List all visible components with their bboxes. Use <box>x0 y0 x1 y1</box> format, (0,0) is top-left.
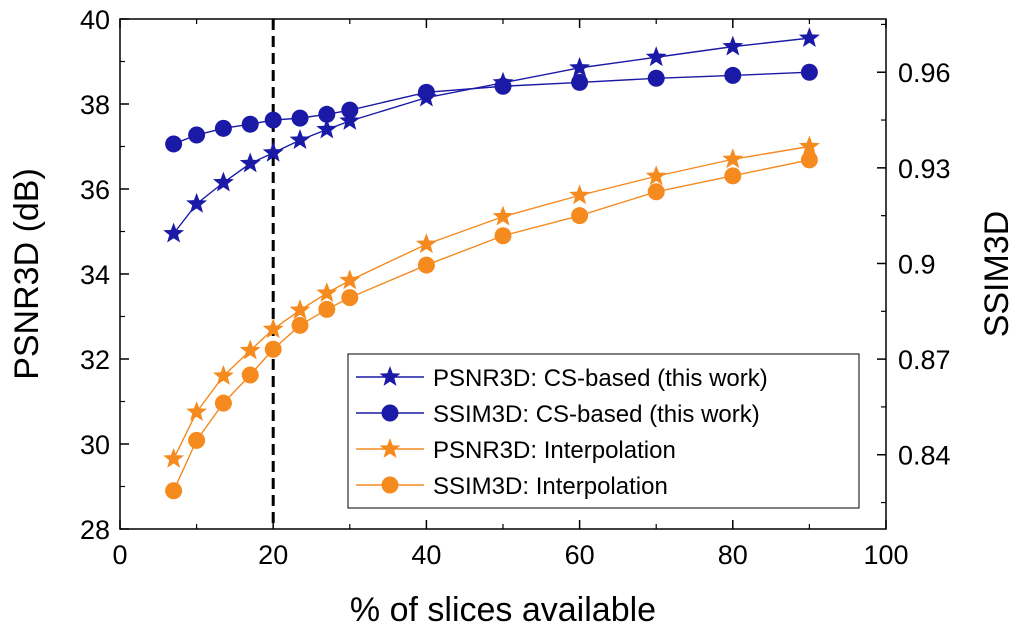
star-marker-point <box>289 299 311 320</box>
circle-marker-point <box>188 126 206 144</box>
star-marker-point <box>239 339 261 360</box>
x-tick-label: 40 <box>411 540 441 570</box>
star-marker-swatch <box>379 438 401 458</box>
circle-marker-point <box>291 109 309 127</box>
star-marker-point <box>212 171 234 192</box>
x-tick-label: 100 <box>863 540 908 570</box>
star-marker-point <box>492 205 514 226</box>
x-tick-label: 60 <box>565 540 595 570</box>
circle-marker-point <box>165 135 183 153</box>
series-line <box>173 71 810 145</box>
circle-marker-point <box>494 227 512 245</box>
y-tick-label: 32 <box>80 345 110 375</box>
legend-label: SSIM3D: CS-based (this work) <box>433 401 760 428</box>
star-marker-point <box>262 318 284 339</box>
y-axis-title: PSNR3D (dB) <box>8 168 46 380</box>
y-tick-label: 28 <box>80 515 110 545</box>
star-marker-point <box>186 401 208 422</box>
circle-marker-point <box>214 119 232 137</box>
circle-marker-point <box>264 111 282 129</box>
legend-label: PSNR3D: CS-based (this work) <box>433 365 768 392</box>
star-marker-point <box>239 152 261 173</box>
series-3 <box>163 135 820 468</box>
circle-marker-point <box>647 183 665 201</box>
circle-marker-point <box>724 167 742 185</box>
y-tick-label: 34 <box>80 260 110 290</box>
circle-marker-point <box>318 300 336 318</box>
circle-marker-point <box>571 207 589 225</box>
star-marker-point <box>262 141 284 162</box>
circle-marker-point <box>241 115 259 133</box>
circle-marker-point <box>417 83 435 101</box>
star-marker-point <box>339 269 361 290</box>
star-marker-point <box>645 165 667 186</box>
legend-label: SSIM3D: Interpolation <box>433 473 668 500</box>
y-tick-label: 38 <box>80 90 110 120</box>
y-tick-label: 36 <box>80 175 110 205</box>
legend-item: PSNR3D: CS-based (this work) <box>356 365 768 392</box>
legend-box <box>347 353 860 509</box>
circle-marker-point <box>291 316 309 334</box>
legend-label: PSNR3D: Interpolation <box>433 437 676 464</box>
y2-axis-title: SSIM3D <box>978 211 1016 338</box>
ticks-layer: 0 20 40 60 80 100 28 30 32 34 36 38 40 0.84 0.87 0.9 0.9… <box>80 5 951 570</box>
y2-tick-label: 0.9 <box>898 249 936 279</box>
circle-marker-point <box>724 66 742 84</box>
star-marker-point <box>415 233 437 254</box>
circle-marker-point <box>571 73 589 91</box>
series-line <box>172 145 810 460</box>
star-marker-point <box>339 110 361 130</box>
series-4 <box>165 151 818 500</box>
circle-marker-point <box>241 366 259 384</box>
star-marker-point <box>289 129 311 150</box>
circle-marker-point <box>417 256 435 274</box>
legend-item: PSNR3D: Interpolation <box>356 437 676 464</box>
star-marker-point <box>569 184 591 205</box>
y2-tick-label: 0.96 <box>898 58 951 88</box>
star-marker-point <box>316 118 338 139</box>
circle-marker-swatch <box>381 476 399 494</box>
x-axis-title: % of slices available <box>350 591 656 629</box>
star-marker-point <box>798 27 820 48</box>
star-marker-point <box>722 35 744 56</box>
circle-marker-point <box>800 63 818 81</box>
y-tick-label: 40 <box>80 5 110 35</box>
circle-marker-point <box>341 289 359 307</box>
star-marker-point <box>798 135 820 156</box>
circle-marker-point <box>188 431 206 449</box>
x-tick-label: 20 <box>258 540 288 570</box>
star-marker-point <box>163 447 185 468</box>
legend-item: SSIM3D: CS-based (this work) <box>356 401 760 428</box>
series-1 <box>163 27 820 243</box>
x-tick-label: 0 <box>112 540 127 570</box>
star-marker-point <box>163 222 185 243</box>
star-marker-point <box>569 56 591 77</box>
circle-marker-point <box>165 482 183 500</box>
y-tick-label: 30 <box>80 430 110 460</box>
legend: PSNR3D: CS-based (this work) SSIM3D: CS-b… <box>347 353 860 509</box>
circle-marker-point <box>800 151 818 169</box>
circle-marker-point <box>341 101 359 119</box>
star-marker-point <box>722 148 744 169</box>
star-marker-point <box>186 192 208 213</box>
star-marker-point <box>645 46 667 67</box>
circle-marker-point <box>494 77 512 95</box>
star-marker-swatch <box>379 366 401 386</box>
y2-tick-label: 0.84 <box>898 441 951 471</box>
circle-marker-point <box>214 394 232 412</box>
series-2 <box>165 63 818 153</box>
y2-tick-label: 0.87 <box>898 345 951 375</box>
y2-tick-label: 0.93 <box>898 154 951 184</box>
x-tick-label: 80 <box>718 540 748 570</box>
star-marker-point <box>316 282 338 303</box>
series-layer <box>163 27 820 500</box>
legend-item: SSIM3D: Interpolation <box>356 473 668 500</box>
circle-marker-point <box>647 69 665 87</box>
circle-marker-swatch <box>381 404 399 422</box>
circle-marker-point <box>318 105 336 123</box>
star-marker-point <box>212 365 234 385</box>
circle-marker-point <box>264 340 282 358</box>
series-line <box>173 37 810 235</box>
